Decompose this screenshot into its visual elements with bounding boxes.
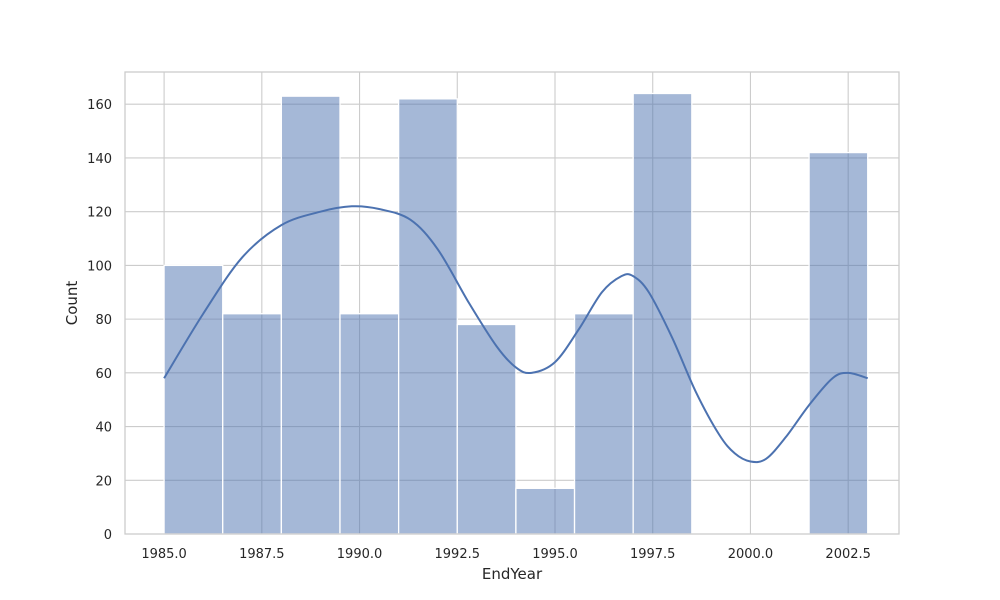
y-axis-label: Count <box>63 281 81 326</box>
y-tick-label: 100 <box>87 259 112 274</box>
y-tick-label: 80 <box>95 313 112 328</box>
kde-layer <box>163 205 869 464</box>
y-tick-label: 160 <box>87 98 112 113</box>
x-tick-label: 2002.5 <box>825 547 871 562</box>
plot-frame <box>124 71 900 535</box>
histogram-bar <box>573 313 634 535</box>
x-axis-label: EndYear <box>482 565 543 583</box>
histogram-bar <box>808 151 869 535</box>
histogram-bar <box>397 98 458 535</box>
x-tick-label: 1990.0 <box>337 547 383 562</box>
y-tick-label: 20 <box>95 474 112 489</box>
x-tick-label: 1997.5 <box>630 547 676 562</box>
x-tick-label: 1992.5 <box>435 547 481 562</box>
y-tick-label: 120 <box>87 206 112 221</box>
x-tick-label: 2000.0 <box>728 547 774 562</box>
histogram-bar <box>280 95 341 535</box>
histogram-bar <box>163 264 224 535</box>
y-tick-label: 60 <box>95 367 112 382</box>
y-tick-label: 40 <box>95 421 112 436</box>
plot-frame-layer <box>124 71 900 535</box>
x-tick-label: 1985.0 <box>141 547 187 562</box>
tick-labels-layer: 1985.0 1987.5 1990.0 1992.5 1995.0 1997.5 2000… <box>87 98 871 562</box>
histogram-bar <box>222 313 283 535</box>
y-tick-label: 0 <box>104 528 112 543</box>
kde-curve <box>163 205 869 464</box>
bars-layer <box>163 92 869 535</box>
x-tick-label: 1995.0 <box>532 547 578 562</box>
histogram-bar <box>632 92 693 535</box>
x-tick-label: 1987.5 <box>239 547 285 562</box>
histogram-bar <box>339 313 400 535</box>
y-tick-label: 140 <box>87 152 112 167</box>
histogram-bar <box>456 323 517 535</box>
histogram-bar <box>515 487 576 535</box>
